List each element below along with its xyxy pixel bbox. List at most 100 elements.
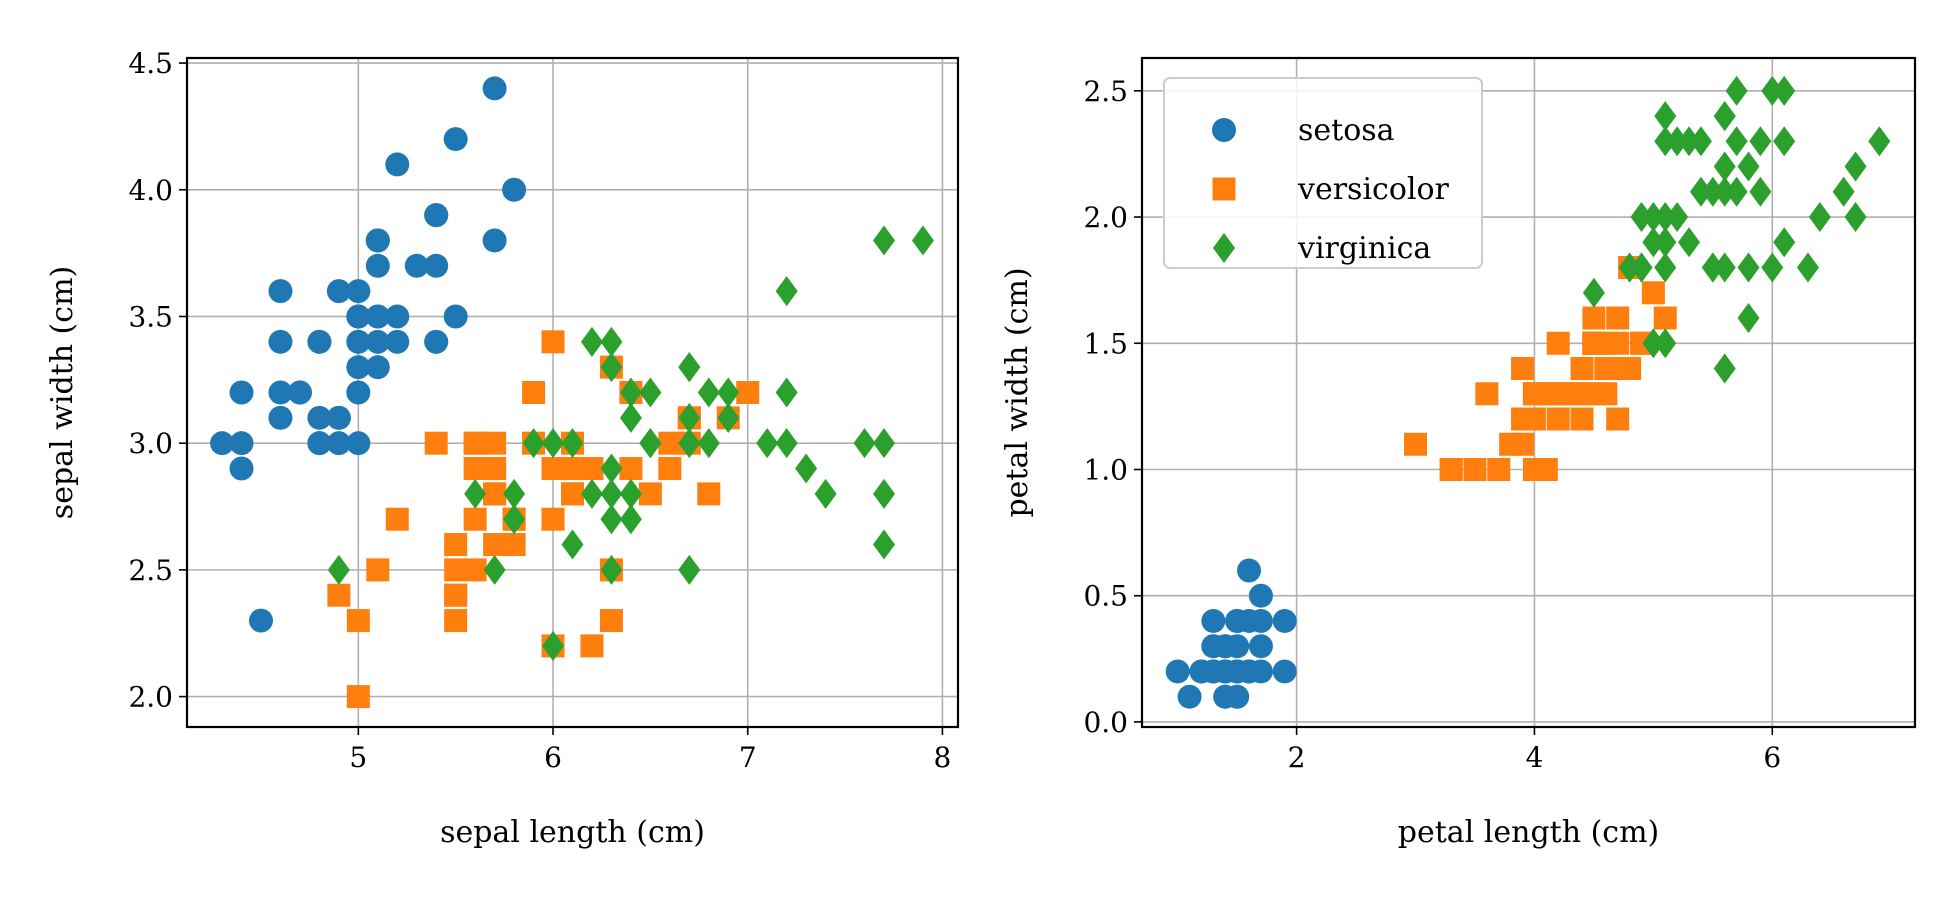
versicolor-point xyxy=(483,457,507,481)
virginica-point xyxy=(678,352,701,383)
setosa-point xyxy=(365,304,390,329)
setosa-point xyxy=(385,152,410,177)
virginica-point xyxy=(1689,126,1712,157)
virginica-point xyxy=(1654,227,1677,258)
virginica-point xyxy=(1761,75,1784,106)
versicolor-point xyxy=(1641,281,1665,305)
versicolor-point xyxy=(1463,457,1487,481)
versicolor-point xyxy=(424,431,448,455)
setosa-point xyxy=(424,329,449,354)
versicolor-point xyxy=(385,507,409,531)
versicolor-point xyxy=(1499,432,1523,456)
virginica-point xyxy=(1666,202,1689,233)
virginica-point xyxy=(873,529,896,560)
legend-marker-versicolor xyxy=(1212,177,1236,201)
virginica-point xyxy=(1689,176,1712,207)
setosa-point xyxy=(346,304,371,329)
virginica-point xyxy=(1773,75,1796,106)
legend: setosa versicolor virginica xyxy=(1163,77,1483,269)
versicolor-point xyxy=(502,533,526,557)
setosa-point xyxy=(307,405,332,430)
virginica-point xyxy=(619,478,642,509)
versicolor-point xyxy=(483,482,507,506)
setosa-point xyxy=(1213,659,1238,684)
versicolor-point xyxy=(346,685,370,709)
x-axis-label: petal length (cm) xyxy=(1398,815,1659,850)
setosa-point xyxy=(346,279,371,304)
versicolor-point xyxy=(1511,357,1535,381)
versicolor-point xyxy=(444,583,468,607)
virginica-point xyxy=(561,428,584,459)
virginica-point xyxy=(1654,101,1677,132)
y-tick-label: 1.5 xyxy=(1083,327,1128,360)
virginica-point xyxy=(1654,252,1677,283)
virginica-point xyxy=(1582,277,1605,308)
setosa-point xyxy=(443,304,468,329)
versicolor-point xyxy=(444,533,468,557)
versicolor-point xyxy=(1404,432,1428,456)
virginica-point xyxy=(717,377,740,408)
series-versicolor xyxy=(327,330,760,709)
virginica-point xyxy=(1749,126,1772,157)
virginica-point xyxy=(464,478,487,509)
series-setosa xyxy=(1165,558,1297,709)
virginica-point xyxy=(600,478,623,509)
versicolor-point xyxy=(1582,306,1606,330)
virginica-point xyxy=(678,428,701,459)
virginica-point xyxy=(639,377,662,408)
setosa-point xyxy=(326,405,351,430)
virginica-point xyxy=(1832,176,1855,207)
virginica-point xyxy=(775,276,798,307)
x-tick-label: 5 xyxy=(349,741,367,774)
virginica-point xyxy=(1654,202,1677,233)
versicolor-point xyxy=(1522,407,1546,431)
versicolor-point xyxy=(541,457,565,481)
virginica-point xyxy=(1796,252,1819,283)
setosa-point xyxy=(346,355,371,380)
setosa-point xyxy=(346,380,371,405)
virginica-point xyxy=(600,352,623,383)
versicolor-point xyxy=(1570,357,1594,381)
y-tick-label: 1.0 xyxy=(1083,453,1128,486)
virginica-point xyxy=(1630,202,1653,233)
versicolor-point xyxy=(1439,457,1463,481)
virginica-point xyxy=(795,453,818,484)
setosa-point xyxy=(1272,608,1297,633)
setosa-point xyxy=(482,76,507,101)
virginica-point xyxy=(1642,202,1665,233)
virginica-point xyxy=(1654,126,1677,157)
virginica-point xyxy=(678,554,701,585)
x-tick-label: 6 xyxy=(1763,741,1781,774)
virginica-point xyxy=(503,504,526,535)
versicolor-point xyxy=(327,583,351,607)
virginica-point xyxy=(1666,126,1689,157)
virginica-point xyxy=(522,428,545,459)
virginica-point xyxy=(600,504,623,535)
setosa-point xyxy=(365,329,390,354)
y-axis-label: sepal width (cm) xyxy=(45,266,80,519)
y-tick-label: 4.0 xyxy=(128,174,173,207)
virginica-point xyxy=(1654,328,1677,359)
setosa-point xyxy=(326,431,351,456)
y-tick-label: 0.5 xyxy=(1083,580,1128,613)
virginica-point xyxy=(1678,227,1701,258)
versicolor-point xyxy=(1475,382,1499,406)
virginica-point xyxy=(1749,176,1772,207)
virginica-point xyxy=(1773,126,1796,157)
x-tick-label: 4 xyxy=(1526,741,1544,774)
setosa-point xyxy=(268,279,293,304)
versicolor-point xyxy=(1534,382,1558,406)
versicolor-point xyxy=(1487,457,1511,481)
setosa-point xyxy=(229,431,254,456)
virginica-point xyxy=(619,402,642,433)
versicolor-point xyxy=(1534,457,1558,481)
versicolor-point xyxy=(444,609,468,633)
y-tick-label: 4.5 xyxy=(128,47,173,80)
setosa-point xyxy=(229,380,254,405)
setosa-point xyxy=(365,253,390,278)
virginica-point xyxy=(1844,202,1867,233)
versicolor-point xyxy=(541,507,565,531)
virginica-point xyxy=(697,377,720,408)
virginica-point xyxy=(1713,353,1736,384)
virginica-point xyxy=(1642,227,1665,258)
